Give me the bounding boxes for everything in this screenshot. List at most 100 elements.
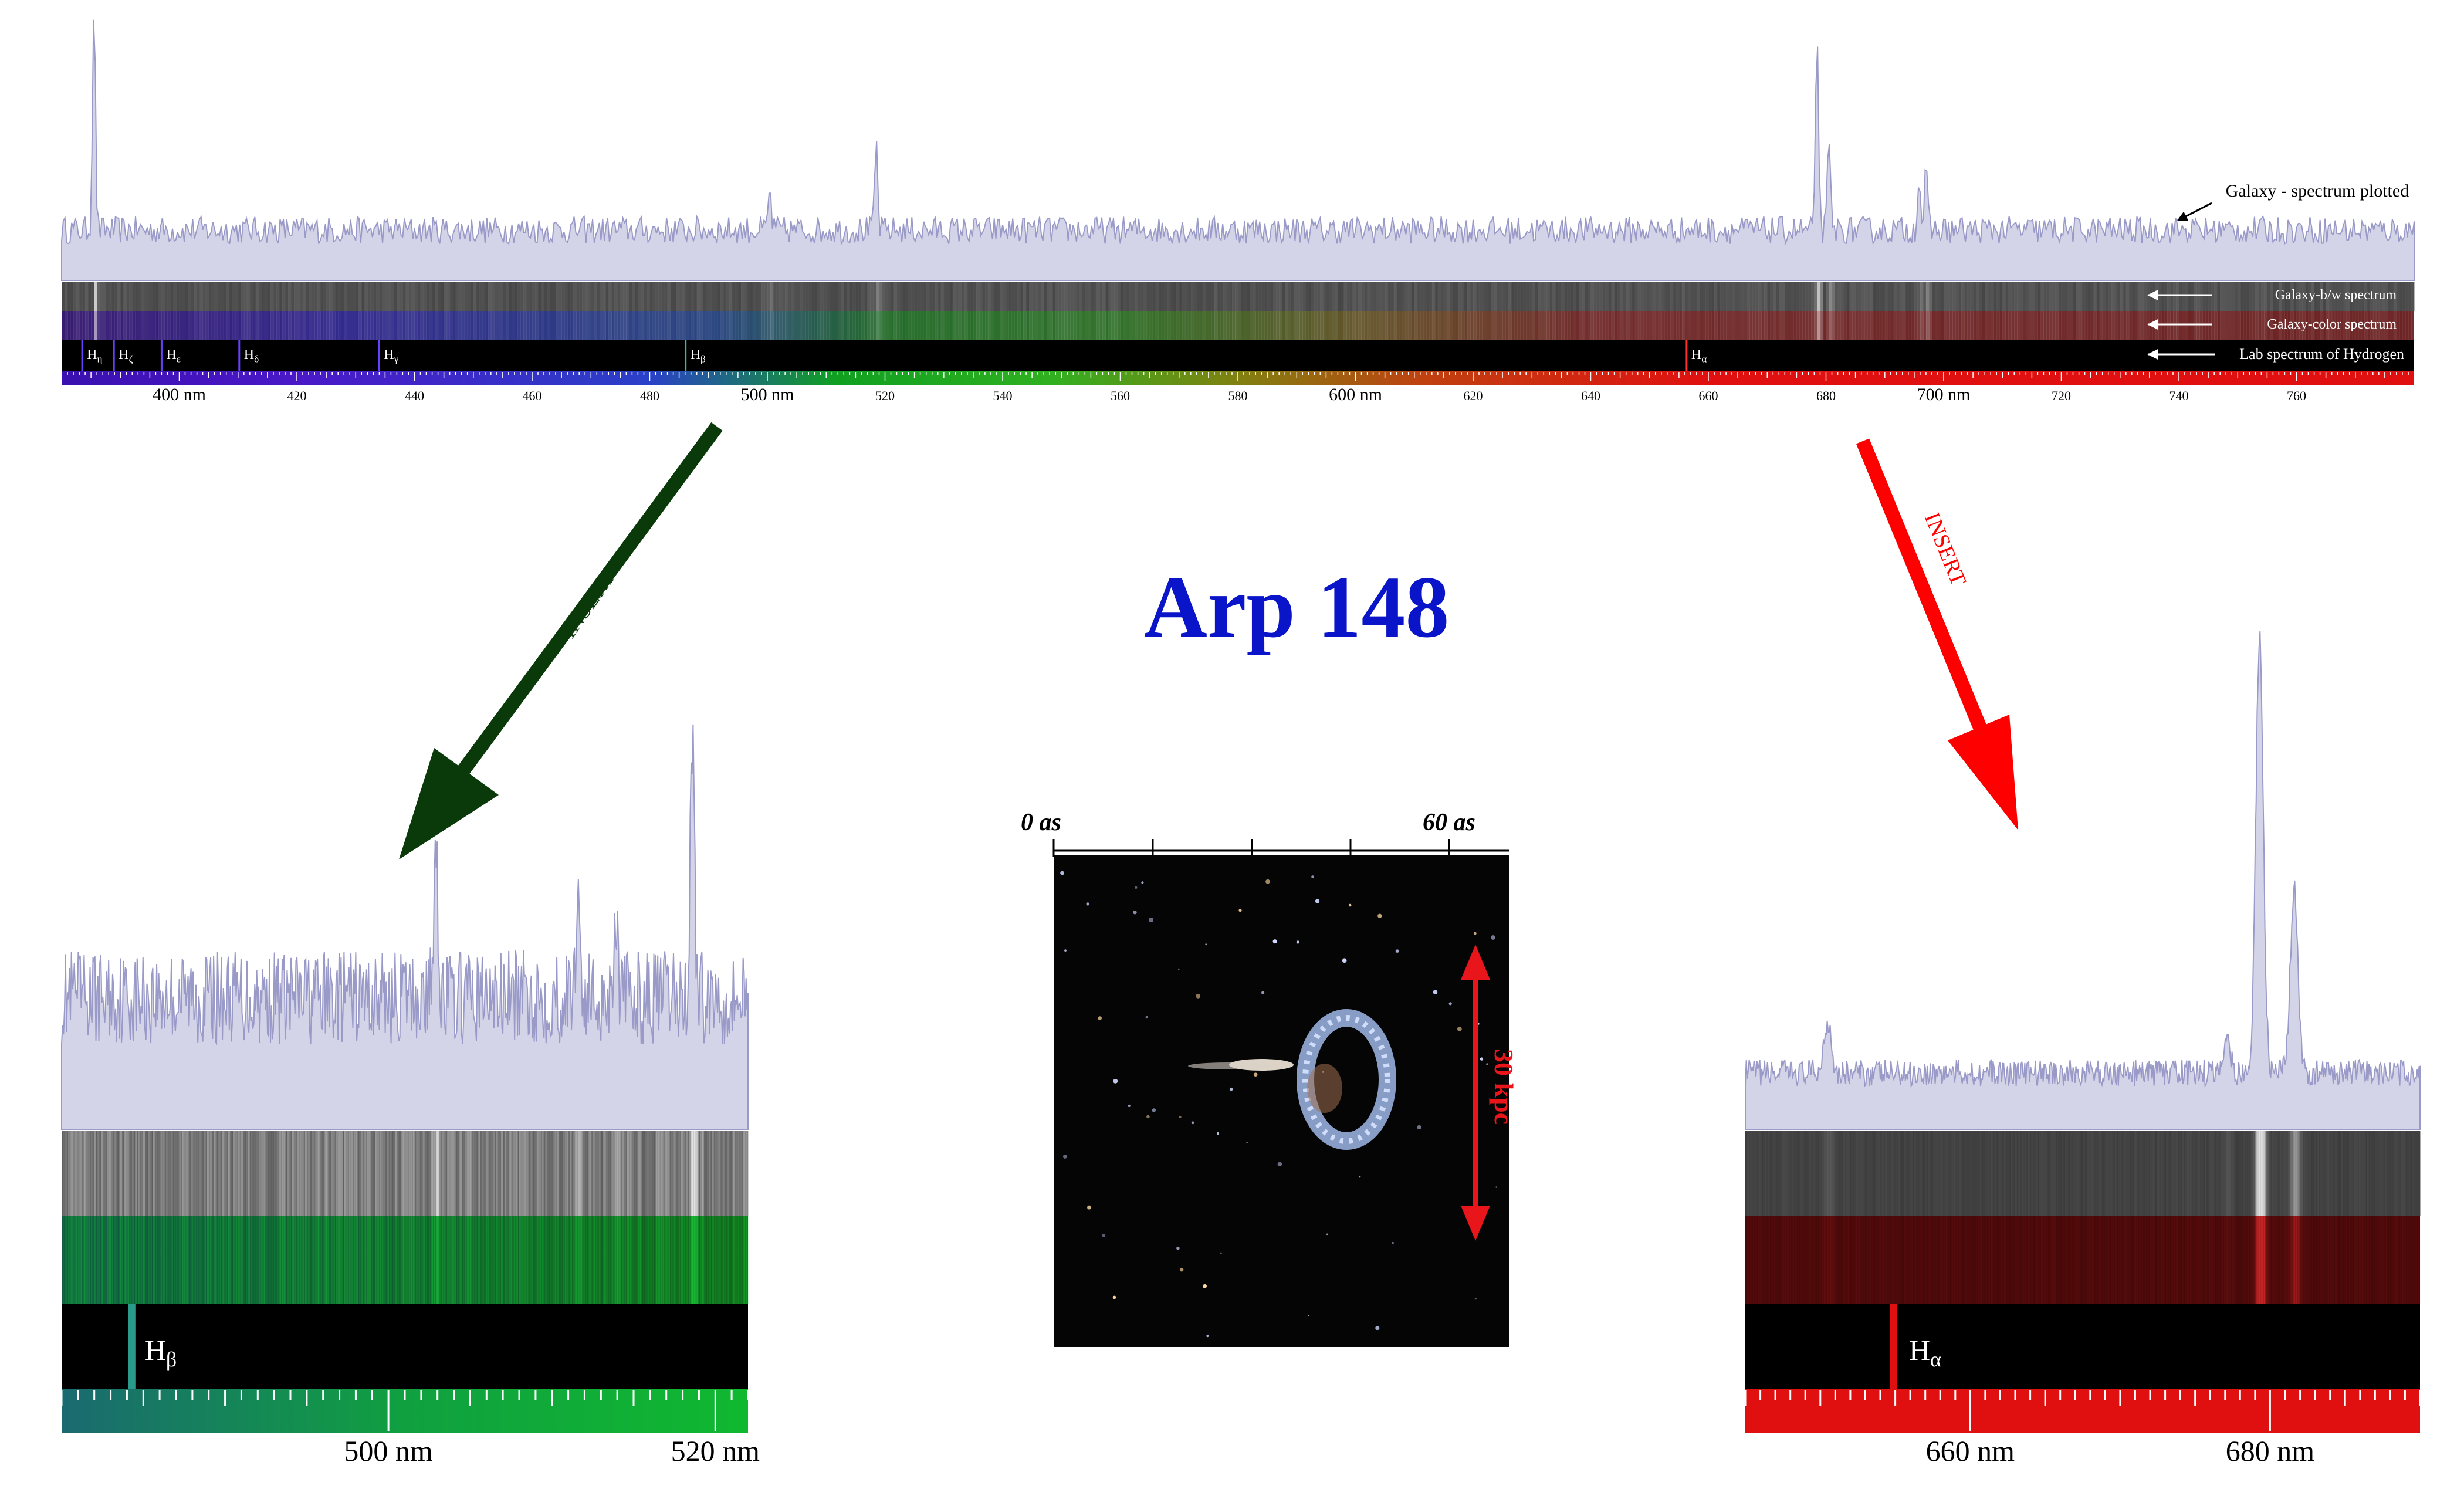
- bw-stripe: [2264, 282, 2267, 311]
- bw-stripe: [504, 1131, 507, 1216]
- color-stripe: [2218, 1216, 2220, 1304]
- bw-stripe: [1052, 282, 1056, 311]
- color-stripe: [1579, 311, 1583, 340]
- color-stripe: [615, 1216, 618, 1304]
- color-stripe: [220, 1216, 222, 1304]
- bw-stripe: [686, 1131, 688, 1216]
- color-stripe: [561, 1216, 564, 1304]
- bw-stripe: [538, 282, 541, 311]
- color-stripe: [773, 311, 777, 340]
- star: [1191, 1121, 1194, 1125]
- bw-stripe: [2033, 1131, 2035, 1216]
- bw-stripe: [1235, 282, 1238, 311]
- color-stripe: [2107, 1216, 2109, 1304]
- bw-stripe: [659, 1131, 662, 1216]
- color-stripe: [1894, 1216, 1897, 1304]
- bw-stripe: [2279, 282, 2282, 311]
- bw-stripe: [1032, 282, 1035, 311]
- bw-stripe: [1747, 282, 1750, 311]
- bw-stripe: [935, 282, 939, 311]
- color-stripe: [317, 311, 321, 340]
- bw-stripe: [2168, 1131, 2170, 1216]
- star: [1348, 903, 1352, 907]
- tick-label: 520 nm: [671, 1434, 760, 1467]
- bw-stripe: [1959, 1131, 1961, 1216]
- color-stripe: [832, 311, 835, 340]
- color-stripe: [537, 1216, 539, 1304]
- color-stripe: [2322, 1216, 2324, 1304]
- bw-stripe: [645, 1131, 647, 1216]
- bw-stripe: [2334, 1131, 2337, 1216]
- bw-stripe: [419, 1131, 422, 1216]
- color-stripe: [1930, 1216, 1932, 1304]
- color-stripe: [2323, 1216, 2326, 1304]
- bw-stripe: [2293, 282, 2297, 311]
- color-stripe: [352, 1216, 355, 1304]
- bw-stripe: [115, 1131, 118, 1216]
- bw-stripe: [318, 1131, 320, 1216]
- bw-stripe: [700, 1131, 703, 1216]
- color-stripe: [1085, 311, 1088, 340]
- bw-stripe: [991, 282, 994, 311]
- color-stripe: [981, 311, 986, 340]
- color-stripe: [1367, 311, 1371, 340]
- bw-stripe: [1720, 282, 1724, 311]
- color-stripe: [1279, 311, 1282, 340]
- bw-stripe: [1791, 282, 1794, 311]
- color-stripe: [1864, 1216, 1866, 1304]
- bw-stripe: [1214, 282, 1218, 311]
- color-stripe: [313, 1216, 316, 1304]
- color-stripe: [2347, 1216, 2350, 1304]
- color-stripe: [397, 1216, 399, 1304]
- bw-stripe: [2118, 1131, 2120, 1216]
- bw-stripe: [144, 282, 147, 311]
- color-stripe: [679, 1216, 682, 1304]
- color-stripe: [1361, 311, 1365, 340]
- bw-stripe: [1876, 282, 1880, 311]
- bw-stripe: [2282, 282, 2285, 311]
- bw-stripe: [2304, 1131, 2307, 1216]
- color-stripe: [1949, 1216, 1951, 1304]
- bw-stripe: [2173, 282, 2177, 311]
- bw-stripe: [485, 282, 489, 311]
- color-stripe: [2070, 311, 2074, 340]
- bw-stripe: [1649, 282, 1653, 311]
- bw-stripe: [1904, 1131, 1907, 1216]
- bw-stripe: [449, 1131, 451, 1216]
- color-stripe: [852, 311, 856, 340]
- bw-stripe: [252, 282, 256, 311]
- color-stripe: [422, 1216, 425, 1304]
- color-stripe: [2211, 1216, 2213, 1304]
- color-stripe: [532, 311, 536, 340]
- color-stripe: [1431, 311, 1436, 340]
- bw-stripe: [187, 1131, 189, 1216]
- color-stripe: [2174, 1216, 2177, 1304]
- color-stripe: [902, 311, 906, 340]
- star: [1128, 1104, 1131, 1108]
- bw-stripe: [914, 282, 918, 311]
- color-stripe: [97, 311, 100, 340]
- bw-stripe: [1887, 282, 1891, 311]
- star: [1265, 879, 1270, 884]
- color-stripe: [76, 311, 80, 340]
- color-stripe: [1190, 311, 1194, 340]
- hydrogen-line-α: [1890, 1304, 1897, 1389]
- color-stripe: [1152, 311, 1156, 340]
- bw-stripe: [2405, 1131, 2408, 1216]
- color-stripe: [820, 311, 824, 340]
- color-stripe: [1940, 1216, 1942, 1304]
- bw-stripe: [730, 1131, 732, 1216]
- color-stripe: [1373, 311, 1377, 340]
- bw-stripe: [1399, 282, 1403, 311]
- color-stripe: [1985, 311, 1988, 340]
- tick-label: 400 nm: [153, 385, 206, 404]
- color-stripe: [967, 311, 971, 340]
- bw-stripe: [2311, 282, 2315, 311]
- color-stripe: [2181, 1216, 2183, 1304]
- bw-stripe: [2108, 282, 2112, 311]
- bw-stripe: [1759, 1131, 1762, 1216]
- bw-stripe: [2408, 282, 2412, 311]
- color-stripe: [911, 311, 915, 340]
- bw-stripe: [182, 282, 186, 311]
- star: [1145, 1016, 1149, 1019]
